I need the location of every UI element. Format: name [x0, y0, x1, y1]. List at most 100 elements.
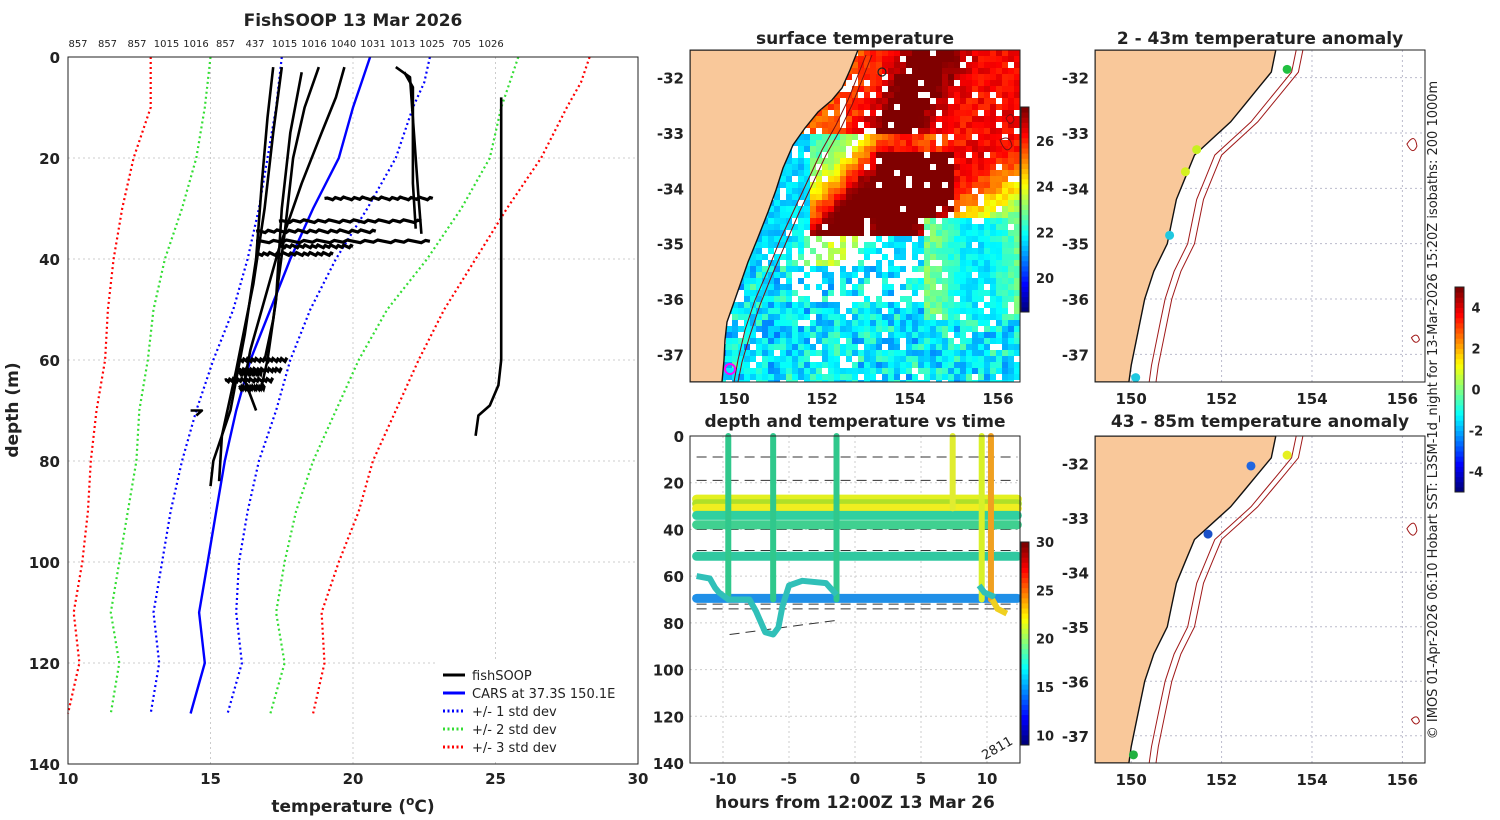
sst-xtick-label: 152 [806, 390, 837, 408]
fishsoop-profile [403, 71, 417, 229]
anomaly-ytick-label: -36 [1062, 673, 1089, 691]
depth-time-corner-label: 2811 [980, 734, 1016, 764]
anomaly-land [1095, 50, 1277, 382]
profile-top-label: 705 [452, 39, 471, 50]
colorbar-cell [1455, 420, 1464, 426]
anomaly-xtick-label: 150 [1116, 390, 1147, 408]
profile-top-label: 1026 [478, 39, 503, 50]
colorbar-cell [1455, 440, 1464, 447]
depth-time-ytick-label: 140 [653, 755, 684, 773]
profile-top-label: 1016 [301, 39, 326, 50]
colorbar-cell [1455, 363, 1464, 370]
profile-top-label: 437 [245, 39, 264, 50]
anomaly-point [1282, 64, 1292, 74]
anomaly-point [1165, 230, 1175, 240]
colorbar-cell [1021, 142, 1029, 149]
colorbar-cell [1455, 338, 1464, 344]
anomaly-ytick-label: -34 [1062, 564, 1089, 582]
colorbar-cell [1455, 369, 1464, 375]
profile-top-label: 857 [68, 39, 87, 50]
colorbar-cell [1021, 663, 1029, 670]
depth-time-panel: depth and temperature vs time -10 -5 0 5 100… [653, 412, 1054, 813]
depth-time-colorbar-tick: 30 [1036, 536, 1054, 551]
fishsoop-step [324, 195, 434, 202]
colorbar-cell [1021, 250, 1029, 257]
fishsoop-profile [395, 66, 423, 234]
anomaly-point [1203, 529, 1213, 539]
depth-time-ytick-label: 60 [663, 568, 684, 586]
colorbar-cell [1021, 562, 1029, 568]
colorbar-cell [1455, 379, 1464, 385]
anomaly-axes-box [1094, 435, 1426, 764]
legend-label: +/- 2 std dev [472, 723, 557, 738]
profile-top-labels: 857 857 857 1015 1016 857 437 1015 1016 1040 1031 1… [68, 39, 503, 50]
colorbar-cell [1455, 384, 1464, 390]
colorbar-cell [1021, 582, 1029, 589]
profile-panel: FishSOOP 13 Mar 2026 857 857 857 1015 1016 85… [3, 11, 648, 817]
colorbar-cell [1455, 302, 1464, 308]
depth-time-xtick-label: 0 [850, 770, 860, 788]
profile-xtick-label: 15 [200, 770, 221, 788]
colorbar-cell [1455, 425, 1464, 431]
colorbar-cell [1021, 301, 1029, 308]
anomaly-xtick-label: 154 [1296, 771, 1327, 789]
anomaly-isobath [1155, 50, 1304, 382]
anomaly-xtick-label: 156 [1387, 771, 1418, 789]
anomaly-seamount [1406, 138, 1418, 152]
profile-top-label: 857 [127, 39, 146, 50]
fishsoop-profile [209, 66, 275, 487]
colorbar-cell [1021, 271, 1029, 277]
legend-label: +/- 1 std dev [472, 705, 557, 720]
profile-series--3-std-dev [312, 56, 591, 714]
colorbar-cell [1021, 592, 1029, 599]
anomaly-shallow-map: 150 152 154 156 -32 -33 -34 -35 -36 -37 [1062, 49, 1426, 408]
anomaly-axes-box [1094, 49, 1426, 383]
colorbar-cell [1021, 235, 1029, 241]
colorbar-cell [1021, 178, 1029, 185]
sst-colorbar-tick: 24 [1036, 181, 1054, 196]
anomaly-point [1131, 373, 1141, 382]
colorbar-cell [1021, 265, 1029, 272]
colorbar-cell [1455, 430, 1464, 437]
anomaly-point [1246, 461, 1256, 471]
depth-time-colorbar-tick: 25 [1036, 584, 1054, 599]
depth-time-colorbar: 10 15 20 25 30 [1020, 536, 1054, 746]
colorbar-cell [1455, 476, 1464, 483]
profile-ytick-label: 20 [39, 150, 60, 168]
colorbar-cell [1021, 648, 1029, 655]
colorbar-cell [1021, 230, 1029, 236]
profile-top-label: 1015 [272, 39, 297, 50]
depth-time-title: depth and temperature vs time [705, 412, 1006, 432]
fishsoop-step [237, 382, 266, 393]
anomaly-isobath [1155, 436, 1304, 763]
colorbar-cell [1455, 333, 1464, 339]
anomaly-isobath [1148, 436, 1297, 763]
colorbar-cell [1455, 461, 1464, 467]
colorbar-cell [1455, 292, 1464, 298]
depth-time-xtick-label: 5 [916, 770, 926, 788]
deep-excursion-track [976, 583, 997, 600]
anomaly-xtick-label: 156 [1387, 390, 1418, 408]
colorbar-cell [1021, 137, 1029, 144]
profile-ytick-label: 120 [29, 655, 60, 673]
profile-ticks: 10 15 20 25 30 0 20 40 60 80 100 120 140 [29, 49, 649, 788]
colorbar-cell [1455, 445, 1464, 452]
colorbar-cell [1021, 694, 1029, 700]
colorbar-cell [1021, 734, 1029, 741]
colorbar-cell [1021, 739, 1029, 746]
colorbar-cell [1021, 296, 1029, 303]
colorbar-cell [1021, 709, 1029, 716]
anomaly-shallow-title: 2 - 43m temperature anomaly [1117, 29, 1403, 49]
anomaly-map-content [1095, 50, 1425, 382]
anomaly-seamount [1410, 716, 1420, 725]
colorbar-cell [1021, 547, 1029, 553]
colorbar-cell [1455, 451, 1464, 457]
profile-ytick-label: 100 [29, 554, 60, 572]
fishsoop-step [278, 218, 422, 225]
fishsoop-step [255, 228, 377, 235]
colorbar-cell [1021, 168, 1029, 175]
colorbar-cell [1021, 122, 1029, 128]
colorbar-cell [1455, 399, 1464, 406]
profile-top-label: 857 [98, 39, 117, 50]
sst-ytick-label: -34 [657, 180, 684, 198]
